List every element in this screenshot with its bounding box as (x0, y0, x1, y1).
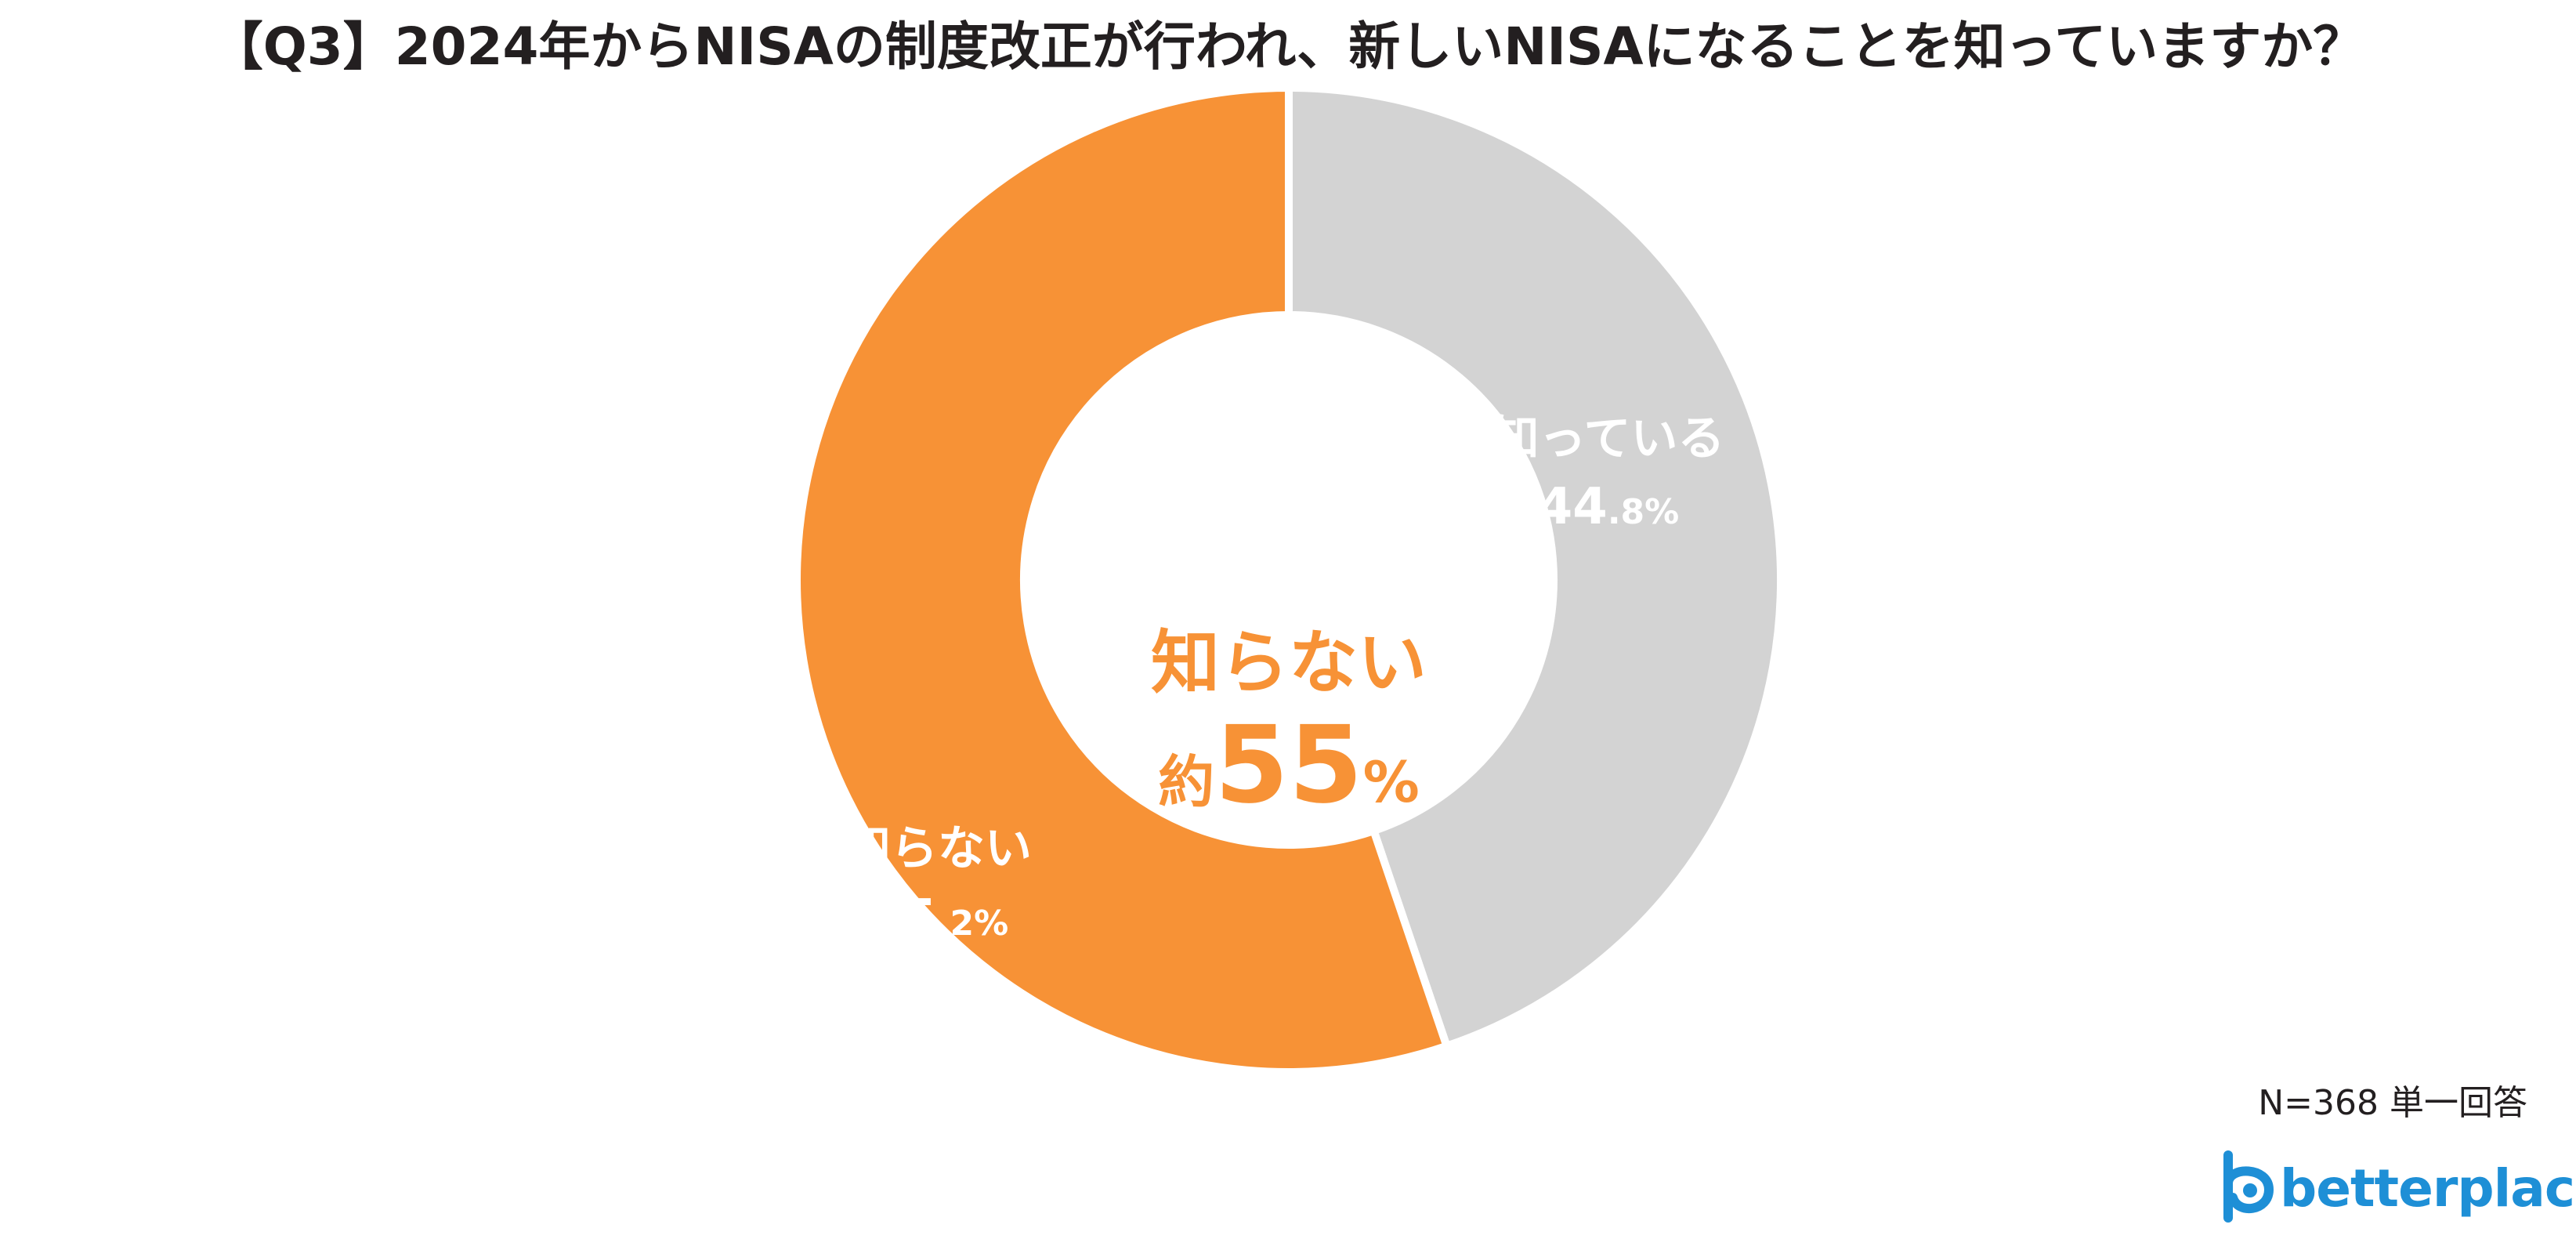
brand-logo: betterplace (2217, 1150, 2576, 1226)
slice-label-category-2: 知らない (844, 821, 1032, 876)
donut-slice-1 (1285, 83, 1785, 1052)
center-label-value: 約55% (1158, 704, 1419, 828)
donut-slice-2 (793, 83, 1452, 1076)
slice-label-value-1: 44.8% (1538, 478, 1679, 536)
logo-text: betterplace (2280, 1157, 2576, 1219)
chart-title: 【Q3】2024年からNISAの制度改正が行われ、新しいNISAになることを知っ… (211, 16, 2365, 77)
slice-label-value-2: 55.2% (867, 889, 1008, 947)
chart-slices (793, 83, 1785, 1076)
slice-label-category-1: 知っている (1492, 411, 1725, 466)
betterplace-logo-icon (2223, 1150, 2274, 1223)
center-label-title: 知らない (1151, 622, 1427, 703)
chart-slice-labels: 知っている 44.8% 知らない 55.2% (844, 411, 1725, 947)
sample-size-note: N=368 単一回答 (2258, 1083, 2527, 1123)
